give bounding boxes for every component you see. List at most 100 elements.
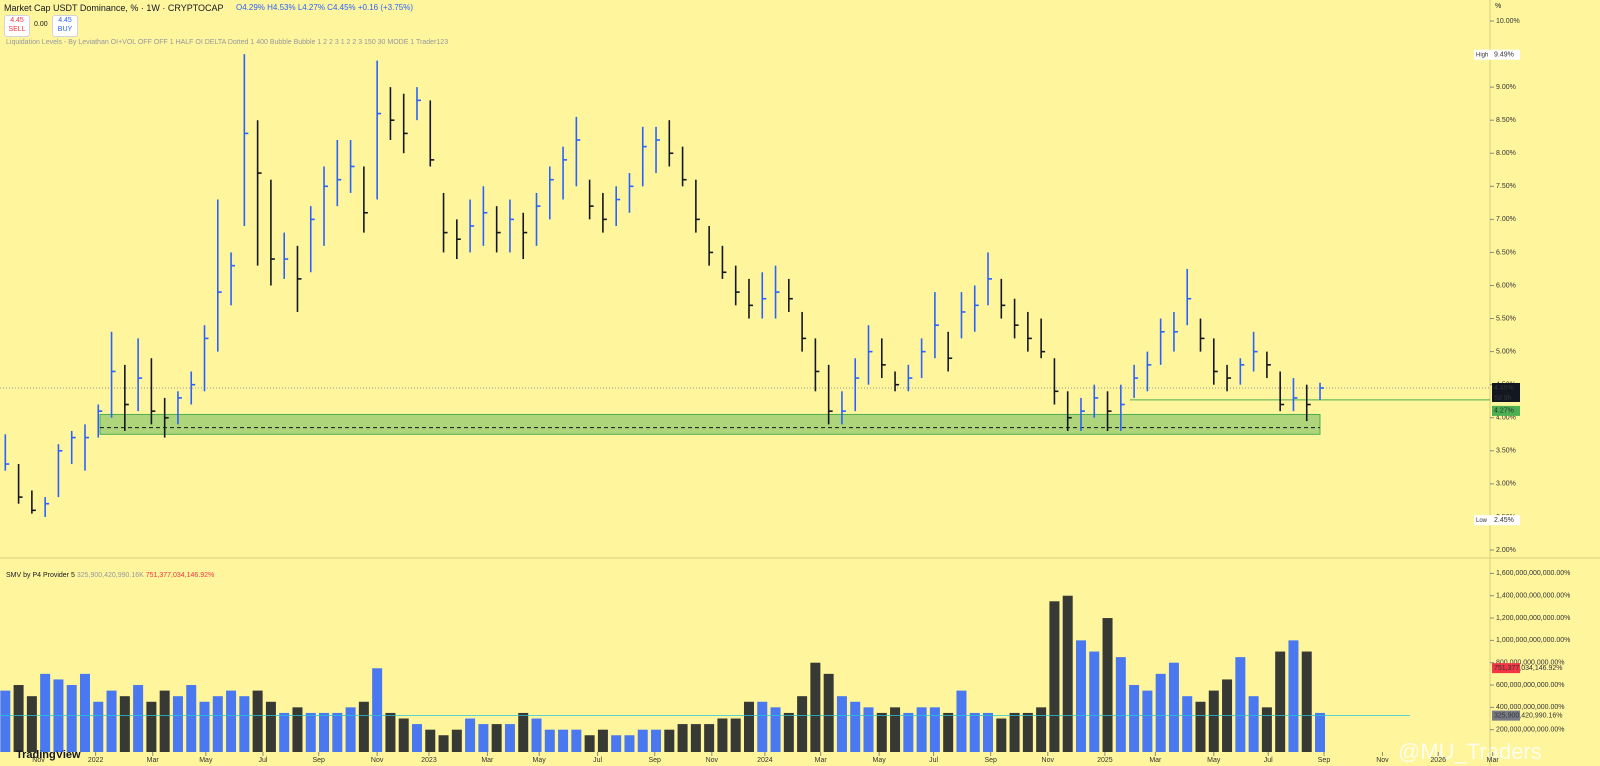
x-tick-label: Nov <box>706 757 719 764</box>
sell-price: 4.45 <box>10 17 24 24</box>
x-tick-label: Sep <box>312 757 325 764</box>
x-tick-label: Nov <box>32 757 45 764</box>
volume-value: 751,377,034,146.92% <box>145 572 215 579</box>
volume-bar <box>504 724 515 752</box>
volume-bar <box>239 696 250 752</box>
volume-bar <box>611 735 622 752</box>
volume-bar <box>969 712 980 752</box>
volume-bar <box>358 701 369 752</box>
y-tick-label: 2.00% <box>1496 547 1516 554</box>
x-tick-label: Nov <box>1376 757 1389 764</box>
volume-bar <box>717 718 728 752</box>
level-label-bg <box>1492 405 1520 416</box>
level-label: 4.27% <box>1494 408 1514 415</box>
volume-bar <box>1089 651 1100 752</box>
volume-legend: SMV by P4 Provider 5 325,900,420,990.16K… <box>6 572 214 579</box>
y-tick-label: 7.00% <box>1496 216 1516 223</box>
volume-bar <box>1049 601 1060 752</box>
last-label: 751,377,034,146.92% <box>1494 665 1563 672</box>
volume-bar <box>1129 685 1140 752</box>
x-tick-label: 2022 <box>88 757 104 764</box>
high_marker-bg <box>1474 49 1520 60</box>
volume-bar <box>79 673 90 752</box>
x-tick-label: 2025 <box>1097 757 1113 764</box>
volume-bar <box>385 712 396 752</box>
x-tick-label: Mar <box>147 757 160 764</box>
volume-bar <box>890 707 901 752</box>
marker-value: 9.49% <box>1494 52 1514 59</box>
volume-bar <box>1288 640 1299 752</box>
watermark: @MU_Traders <box>1398 739 1542 764</box>
marker-name: Low <box>1476 518 1488 524</box>
sell-label: SELL <box>8 26 26 33</box>
volume-bar <box>757 701 768 752</box>
volume-bar <box>226 690 237 752</box>
symbol-title: Market Cap USDT Dominance, % · 1W · CRYP… <box>4 3 224 13</box>
y-tick-label: 5.00% <box>1496 348 1516 355</box>
volume-bar <box>212 696 223 752</box>
volume-bar <box>186 685 197 752</box>
volume-bar <box>651 729 662 752</box>
volume-bar <box>1009 712 1020 752</box>
buy-price: 4.45 <box>58 17 72 24</box>
x-tick-label: Sep <box>984 757 997 764</box>
volume-bar <box>1168 662 1179 752</box>
volume-bar <box>929 707 940 752</box>
x-tick-label: Jul <box>929 757 938 764</box>
current-price: 4.45% <box>1494 385 1514 392</box>
volume-bar <box>983 712 994 752</box>
y-tick-label: 400,000,000,000.00% <box>1496 704 1565 711</box>
volume-bar <box>916 707 927 752</box>
volume-bar <box>664 729 675 752</box>
volume-bar <box>319 712 330 752</box>
volume-bar <box>425 729 436 752</box>
avg-label: 325,900,420,990.16% <box>1494 712 1563 719</box>
buy-button[interactable]: 4.45 BUY <box>52 15 78 37</box>
volume-bar <box>172 696 183 752</box>
countdown-bg <box>1492 392 1520 402</box>
x-tick-label: May <box>533 757 547 764</box>
x-tick-label: Sep <box>648 757 661 764</box>
volume-bar <box>93 701 104 752</box>
volume-bar <box>13 685 24 752</box>
volume-bar <box>836 696 847 752</box>
marker-name: High <box>1476 52 1488 58</box>
volume-bar <box>1195 701 1206 752</box>
x-tick-label: Mar <box>481 757 494 764</box>
volume-bar <box>438 735 449 752</box>
volume-bar <box>770 707 781 752</box>
volume-bar <box>1155 673 1166 752</box>
volume-bar <box>1261 707 1272 752</box>
volume-bar <box>903 712 914 752</box>
x-tick-label: May <box>1207 757 1221 764</box>
y-tick-label: 7.50% <box>1496 183 1516 190</box>
volume-bar <box>106 690 117 752</box>
indicator-legend: Liquidation Levels - By Leviathan OI+VOL… <box>6 39 449 46</box>
x-tick-label: May <box>873 757 887 764</box>
volume-bar <box>252 690 263 752</box>
volume-bar <box>133 685 144 752</box>
avg-label-bg <box>1492 710 1520 721</box>
x-tick-label: May <box>199 757 213 764</box>
sell-button[interactable]: 4.45 SELL <box>4 15 30 37</box>
volume-bar <box>1315 712 1326 752</box>
y-tick-label: 9.00% <box>1496 84 1516 91</box>
volume-bar <box>26 696 37 752</box>
volume-bar <box>1208 690 1219 752</box>
volume-bar <box>783 712 794 752</box>
volume-bar <box>850 701 861 752</box>
volume-bar <box>265 701 276 752</box>
x-tick-label: Nov <box>1042 757 1055 764</box>
x-tick-label: 2023 <box>421 757 437 764</box>
volume-bar <box>372 668 383 752</box>
volume-bar <box>119 696 130 752</box>
volume-bar <box>943 712 954 752</box>
y-tick-label: 8.50% <box>1496 117 1516 124</box>
volume-bar <box>531 718 542 752</box>
x-tick-label: Mar <box>1487 757 1500 764</box>
volume-bar <box>823 673 834 752</box>
volume-bar <box>1062 595 1073 752</box>
volume-bar <box>146 701 157 752</box>
volume-bar <box>584 735 595 752</box>
